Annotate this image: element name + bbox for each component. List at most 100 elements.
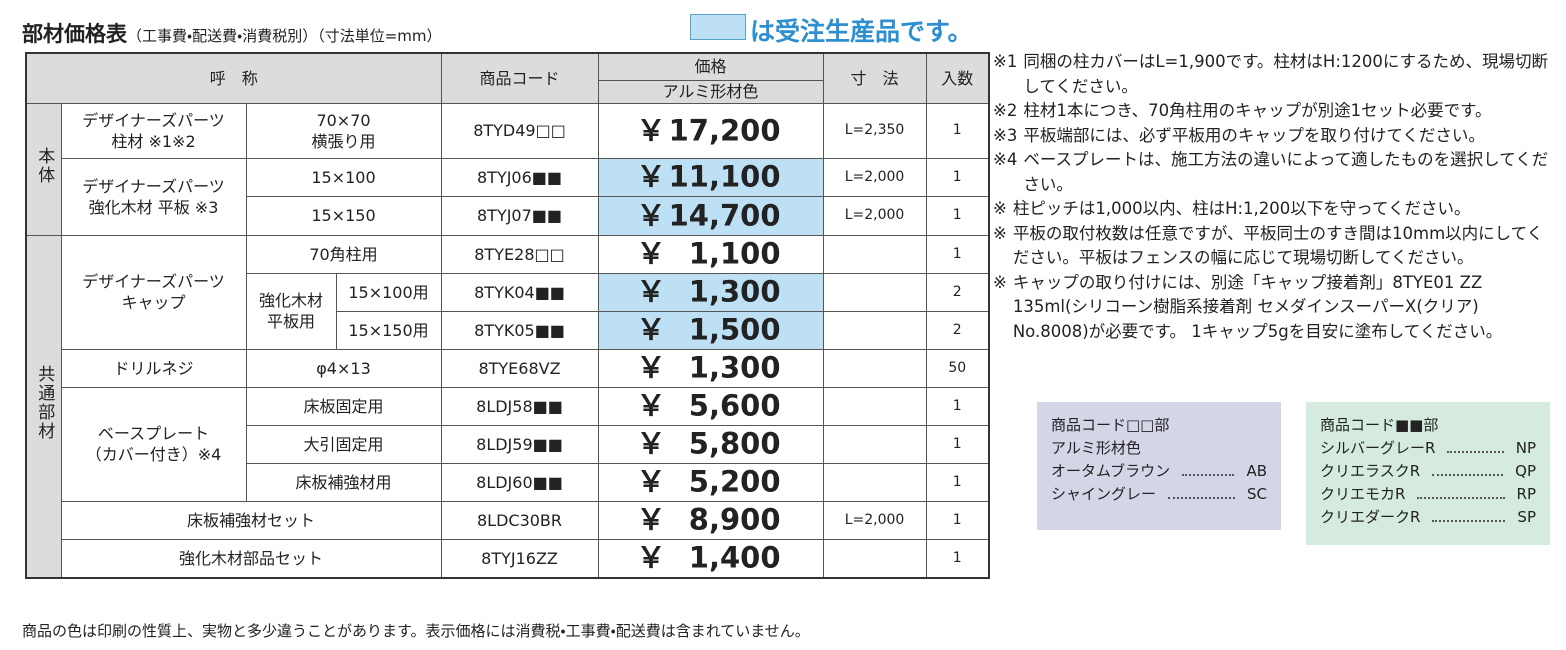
color-code: AB [1246,462,1267,480]
leader [1447,451,1504,453]
color-name: クリエモカR [1320,485,1406,503]
price: 1,300 [688,350,781,385]
qty-cell: 1 [925,538,990,579]
leader [1432,474,1504,476]
code-cell: 8LDJ59■■ [440,424,599,464]
qty-cell: 1 [925,462,990,502]
group-cell: 共通部材 [25,234,62,579]
yen: ￥ [636,113,666,147]
qty-cell: 1 [925,234,990,274]
price-cell: ￥ 1,500 [597,310,824,350]
price-cell: ￥ 5,600 [597,386,824,426]
code-cell: 8TYD49□□ [440,102,599,159]
note: ※4 ベースプレートは、施工方法の違いによって適したものを選択してください。 [993,148,1553,197]
color-name: クリエダークR [1320,508,1421,526]
note-mark: ※ [993,223,1007,243]
name-cell: 床板補強材セット [60,500,442,540]
sub-cell: 強化木材 平板用 [245,272,337,350]
note-mark: ※ [993,272,1007,292]
size-cell [822,538,927,579]
yen: ￥ [636,350,666,385]
code-cell: 8TYE28□□ [440,234,599,274]
price-cell: ￥ 1,300 [597,348,824,388]
note-text: 平板端部には、必ず平板用のキャップを取り付けてください。 [1023,125,1485,145]
color-code: SC [1247,485,1267,503]
price: 5,600 [688,388,781,423]
qty-cell: 2 [925,272,990,312]
name-cell: ベースプレート （カバー付き）※4 [60,386,247,502]
yen: ￥ [636,312,666,347]
price: 1,400 [688,540,781,575]
yen: ￥ [636,502,666,537]
header: 部材価格表（工事費・配送費・消費税別）（寸法単位=mm） [22,18,442,48]
size-cell: L=2,350 [822,102,927,159]
size-cell: L=2,000 [822,195,927,236]
qty-cell: 1 [925,386,990,426]
color-name: シャイングレー [1051,485,1157,503]
size-cell: L=2,000 [822,157,927,197]
price-cell: ￥ 14,700 [597,195,824,236]
group-cell: 本体 [25,102,62,236]
price-cell: ￥ 5,200 [597,462,824,502]
spec-cell: 床板固定用 [245,386,442,426]
note-mark: ※4 [993,150,1018,169]
size-cell [822,234,927,274]
price: 1,500 [688,312,781,347]
note-text: 平板の取付枚数は任意ですが、平板同士のすき間は10mm以内にしてください。平板は… [1012,223,1544,268]
color-name: シルバーグレーR [1320,439,1436,457]
title: 部材価格表 [22,22,127,46]
yen: ￥ [636,388,666,423]
code-cell: 8LDJ60■■ [440,462,599,502]
leader [1432,520,1506,522]
note-mark: ※3 [993,125,1018,145]
note: ※2 柱材1本につき、70角柱用のキャップが別途1セット必要です。 [993,99,1553,124]
footer: 商品の色は印刷の性質上、実物と多少違うことがあります。表示価格には消費税・工事費… [22,622,810,640]
price: 11,100 [668,159,781,194]
qty-cell: 1 [925,102,990,159]
color-item: シルバーグレーR NP [1320,437,1536,460]
note: ※1 同梱の柱カバーはL=1,900です。柱材はH:1200にするため、現場切断し… [993,50,1553,99]
header-cell: 商品コード [440,52,599,104]
price-cell: ￥ 8,900 [597,500,824,540]
size-cell [822,310,927,350]
price-cell: ￥ 5,800 [597,424,824,464]
code-cell: 8TYJ16ZZ [440,538,599,579]
color-code: QP [1515,462,1536,480]
spec-cell: 大引固定用 [245,424,442,464]
leader [1182,474,1235,476]
price: 1,300 [688,274,781,309]
yen: ￥ [636,540,666,575]
header-cell: 価格 [597,52,824,81]
yen: ￥ [636,236,666,271]
price-cell: ￥ 11,100 [597,157,824,197]
yen: ￥ [636,464,666,499]
size-cell [822,348,927,388]
size-cell [822,462,927,502]
price: 5,200 [688,464,781,499]
size-cell [822,386,927,426]
yen: ￥ [636,426,666,461]
spec-cell: φ4×13 [245,348,442,388]
qty-cell: 1 [925,500,990,540]
legend-text: は受注生産品です。 [750,17,973,46]
qty-cell: 1 [925,195,990,236]
color-code: RP [1516,485,1536,503]
color-code: NP [1515,439,1536,457]
note-text: 柱ピッチは1,000以内、柱はH:1,200以下を守ってください。 [1012,199,1471,218]
code-cell: 8TYK05■■ [440,310,599,350]
note-mark: ※ [993,199,1007,218]
code-cell: 8TYE68VZ [440,348,599,388]
price-table: 呼 称 商品コード 価格 寸 法 入数 アルミ形材色 本体 デザイナーズパーツ … [25,52,991,579]
price: 8,900 [688,502,781,537]
name-cell: ドリルネジ [60,348,247,388]
color-item: オータムブラウン AB [1051,460,1267,483]
spec-cell: 15×100用 [335,272,442,312]
unit: （寸法単位=mm） [317,27,442,45]
qty-cell: 50 [925,348,990,388]
yen: ￥ [636,198,666,232]
note-text: 柱材1本につき、70角柱用のキャップが別途1セット必要です。 [1023,101,1492,120]
note-mark: ※2 [993,101,1018,120]
qty-cell: 2 [925,310,990,350]
